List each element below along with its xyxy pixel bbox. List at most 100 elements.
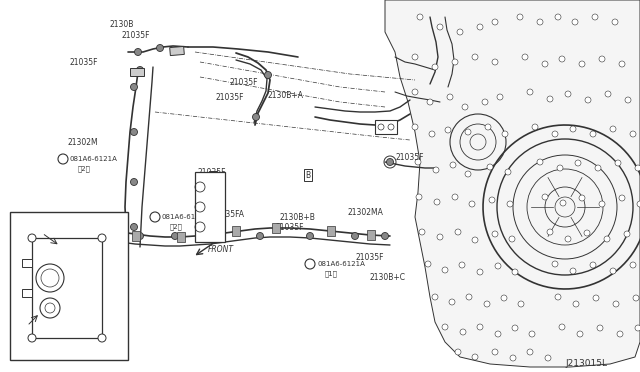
Circle shape xyxy=(509,236,515,242)
Bar xyxy=(367,230,375,240)
Circle shape xyxy=(599,56,605,62)
Text: （2）: （2） xyxy=(170,224,183,230)
Circle shape xyxy=(559,56,565,62)
Circle shape xyxy=(437,24,443,30)
Text: B: B xyxy=(308,262,312,266)
Polygon shape xyxy=(385,0,640,367)
Circle shape xyxy=(630,131,636,137)
Circle shape xyxy=(610,268,616,274)
Circle shape xyxy=(425,261,431,267)
Circle shape xyxy=(555,14,561,20)
Circle shape xyxy=(542,61,548,67)
Circle shape xyxy=(547,229,553,235)
Circle shape xyxy=(505,169,511,175)
Circle shape xyxy=(412,89,418,95)
Text: 21035F: 21035F xyxy=(355,253,383,262)
Circle shape xyxy=(131,83,138,90)
Circle shape xyxy=(264,71,271,78)
Text: 081A6-6121A: 081A6-6121A xyxy=(70,156,118,162)
Circle shape xyxy=(134,48,141,55)
Circle shape xyxy=(465,129,471,135)
Circle shape xyxy=(625,97,631,103)
Circle shape xyxy=(501,295,507,301)
Circle shape xyxy=(527,349,533,355)
Circle shape xyxy=(537,19,543,25)
Circle shape xyxy=(630,262,636,268)
Circle shape xyxy=(555,294,561,300)
Circle shape xyxy=(307,232,314,240)
Bar xyxy=(170,46,184,55)
Circle shape xyxy=(579,61,585,67)
Circle shape xyxy=(497,94,503,100)
Circle shape xyxy=(98,334,106,342)
Circle shape xyxy=(429,131,435,137)
Circle shape xyxy=(570,126,576,132)
Circle shape xyxy=(415,159,421,165)
Circle shape xyxy=(28,334,36,342)
Text: B: B xyxy=(24,335,29,341)
Circle shape xyxy=(512,325,518,331)
Bar xyxy=(195,172,225,242)
Bar xyxy=(130,68,144,76)
Bar xyxy=(177,232,185,242)
Circle shape xyxy=(460,329,466,335)
Circle shape xyxy=(455,229,461,235)
Text: 21035F: 21035F xyxy=(395,153,424,161)
Circle shape xyxy=(590,131,596,137)
Circle shape xyxy=(417,14,423,20)
Circle shape xyxy=(512,269,518,275)
Text: （1）: （1） xyxy=(325,271,338,277)
Circle shape xyxy=(136,67,143,74)
Text: A: A xyxy=(24,227,29,233)
Text: B: B xyxy=(305,170,310,180)
Circle shape xyxy=(492,59,498,65)
Bar xyxy=(132,231,140,241)
Text: 21035F: 21035F xyxy=(275,222,303,231)
Text: FRONT: FRONT xyxy=(208,246,234,254)
Circle shape xyxy=(437,234,443,240)
Circle shape xyxy=(619,61,625,67)
Circle shape xyxy=(136,232,143,240)
Circle shape xyxy=(573,301,579,307)
Circle shape xyxy=(584,230,590,236)
Circle shape xyxy=(572,19,578,25)
Circle shape xyxy=(472,237,478,243)
Circle shape xyxy=(472,54,478,60)
Text: B: B xyxy=(153,215,157,219)
Circle shape xyxy=(619,195,625,201)
Circle shape xyxy=(445,127,451,133)
Circle shape xyxy=(597,325,603,331)
Circle shape xyxy=(427,99,433,105)
Circle shape xyxy=(507,201,513,207)
Circle shape xyxy=(131,128,138,135)
Circle shape xyxy=(599,201,605,207)
Circle shape xyxy=(469,201,475,207)
Circle shape xyxy=(172,232,179,240)
Circle shape xyxy=(28,234,36,242)
Circle shape xyxy=(615,160,621,166)
Circle shape xyxy=(613,301,619,307)
Circle shape xyxy=(305,259,315,269)
Text: 081A6-6121A: 081A6-6121A xyxy=(317,261,365,267)
Circle shape xyxy=(547,96,553,102)
Circle shape xyxy=(131,179,138,186)
Circle shape xyxy=(412,54,418,60)
Circle shape xyxy=(449,299,455,305)
Circle shape xyxy=(492,19,498,25)
Text: 21035F: 21035F xyxy=(215,93,243,102)
Circle shape xyxy=(412,124,418,130)
Circle shape xyxy=(466,294,472,300)
Circle shape xyxy=(565,236,571,242)
Circle shape xyxy=(570,268,576,274)
Circle shape xyxy=(604,236,610,242)
Circle shape xyxy=(527,89,533,95)
Circle shape xyxy=(542,194,548,200)
Circle shape xyxy=(472,354,478,360)
Circle shape xyxy=(482,99,488,105)
Bar xyxy=(22,259,32,267)
Circle shape xyxy=(495,331,501,337)
Circle shape xyxy=(58,154,68,164)
Circle shape xyxy=(157,45,163,51)
Circle shape xyxy=(529,331,535,337)
Circle shape xyxy=(257,232,264,240)
